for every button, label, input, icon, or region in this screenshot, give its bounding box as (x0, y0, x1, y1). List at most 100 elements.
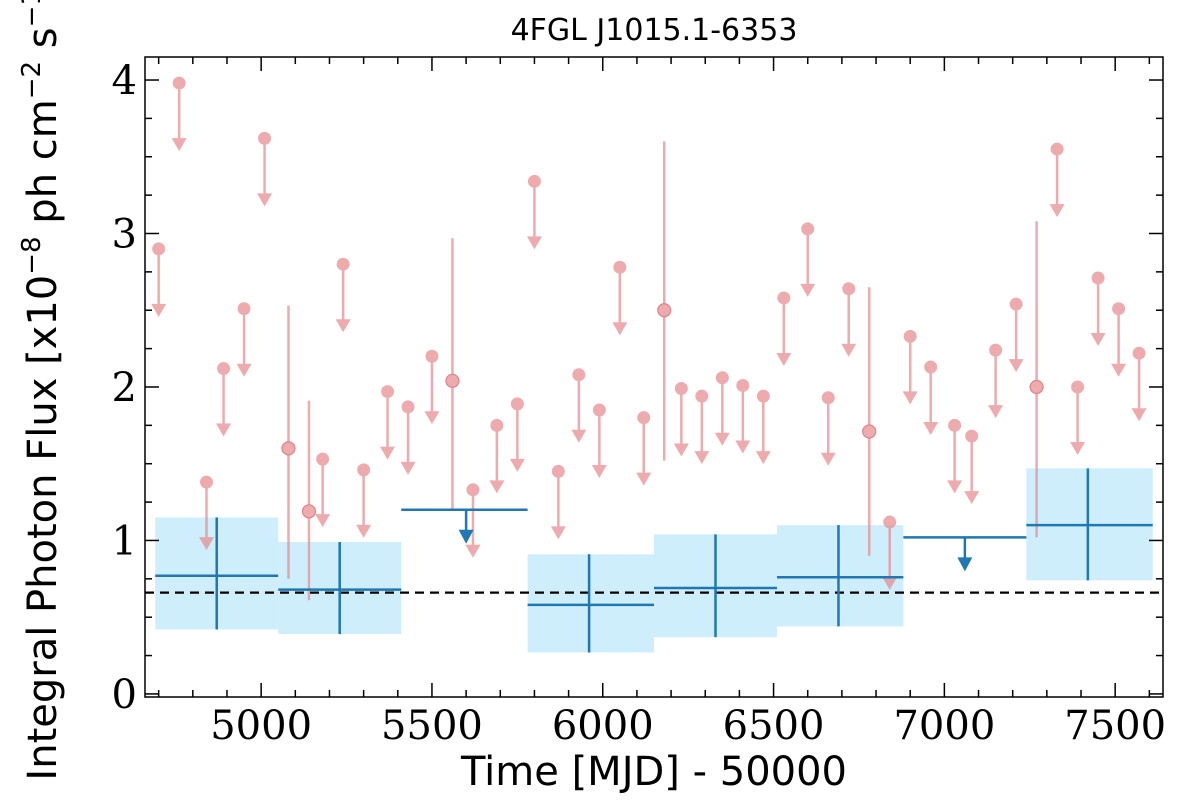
y-tick-label: 1 (112, 518, 137, 564)
short-bin-upper-limit (988, 343, 1004, 419)
upper-limit-marker (217, 362, 231, 376)
short-bin-detection (445, 238, 460, 510)
upper-limit-arrowhead (1131, 408, 1147, 422)
upper-limit-marker (777, 291, 791, 305)
upper-limit-arrowhead (988, 405, 1004, 419)
upper-limit-arrowhead (356, 524, 372, 538)
detection-marker (301, 504, 317, 519)
detection-marker (281, 441, 296, 456)
upper-limit-arrowhead (171, 138, 187, 152)
upper-limit-marker (801, 222, 815, 236)
upper-limit-marker (989, 343, 1003, 357)
long-bin-upper-limit (903, 536, 1027, 572)
upper-limit-arrowhead (800, 283, 816, 297)
upper-limit-arrowhead (714, 432, 730, 446)
upper-limit-arrowhead (571, 429, 587, 443)
upper-limit-arrowhead (424, 411, 440, 425)
long-bin-detection (654, 534, 777, 638)
upper-limit-marker (965, 429, 979, 443)
upper-limit-marker (401, 400, 415, 414)
short-bin-upper-limit (1090, 271, 1106, 347)
upper-limit-marker (336, 257, 350, 271)
long-bin-detection (776, 525, 904, 627)
upper-limit-arrowhead (315, 514, 331, 528)
short-bin-detection (657, 141, 672, 461)
detection-marker (1029, 379, 1044, 395)
long-bin-upper-limit (401, 508, 528, 544)
upper-limit-marker (821, 391, 835, 405)
upper-limit-marker (695, 389, 709, 403)
short-bin-upper-limit (755, 389, 771, 465)
short-bin-upper-limit (380, 385, 396, 460)
upper-limit-marker (237, 302, 251, 316)
x-tick-label: 6000 (552, 703, 654, 749)
short-bin-upper-limit (1070, 380, 1086, 455)
x-tick-label: 6500 (723, 703, 825, 749)
upper-limit-marker (756, 389, 770, 403)
short-bin-upper-limit (1049, 142, 1065, 218)
short-bin-upper-limit (612, 260, 628, 336)
upper-limit-marker (316, 452, 330, 466)
short-bin-upper-limit (735, 378, 751, 454)
upper-limit-marker (924, 360, 938, 374)
short-bin-upper-limit (171, 76, 187, 152)
short-bin-upper-limit (1008, 297, 1024, 373)
upper-limit-arrowhead (335, 319, 351, 333)
short-bin-detection (281, 305, 296, 579)
short-bin-upper-limit (216, 362, 232, 437)
short-bin-upper-limit (236, 302, 252, 377)
upper-limit-marker (490, 418, 504, 432)
short-bin-upper-limit (356, 463, 372, 538)
y-tick-label: 4 (112, 58, 137, 104)
short-bin-upper-limit (489, 418, 505, 494)
upper-limit-marker (466, 483, 480, 497)
upper-limit-marker (425, 349, 439, 363)
upper-limit-marker (1091, 271, 1105, 285)
upper-limit-arrowhead (1090, 333, 1106, 347)
upper-limit-arrowhead (1008, 359, 1024, 373)
upper-limit-marker (381, 385, 395, 399)
short-bin-upper-limit (571, 368, 587, 443)
short-bin-upper-limit (151, 242, 167, 317)
short-bin-upper-limit (465, 483, 481, 558)
short-bin-upper-limit (509, 397, 525, 472)
short-bin-upper-limit (923, 360, 939, 436)
upper-limit-arrowhead (198, 537, 214, 551)
upper-limit-arrowhead (902, 391, 918, 405)
long-bin-error-bands (155, 468, 1153, 653)
upper-limit-marker (510, 397, 524, 411)
short-bin-upper-limit (902, 329, 918, 405)
chart-title: 4FGL J1015.1-6353 (511, 13, 798, 48)
upper-limit-arrowhead (947, 480, 963, 494)
short-bin-detection (1029, 221, 1044, 538)
upper-limit-arrowhead (216, 423, 232, 437)
upper-limit-arrowhead (612, 322, 628, 336)
upper-limit-arrowhead (1070, 441, 1086, 455)
upper-limit-arrowhead (841, 343, 857, 357)
short-bin-upper-limit (198, 475, 214, 551)
axis-ticks: 5000 5500 6000 6500 7000 7500 0 1 2 3 4 (112, 57, 1166, 749)
upper-limit-marker (1009, 297, 1023, 311)
upper-limit-arrowhead (636, 472, 652, 486)
y-axis-title-sup3: −1 (17, 0, 47, 27)
short-bin-detection (862, 287, 877, 556)
upper-limit-marker (172, 76, 186, 90)
upper-limit-arrowhead (755, 451, 771, 465)
upper-limit-marker (1050, 142, 1064, 156)
short-bin-upper-limit (882, 515, 898, 591)
y-axis-title-part2: ph cm (20, 99, 66, 236)
short-bin-upper-limit (424, 349, 440, 425)
upper-limit-arrowhead (820, 452, 836, 466)
upper-limit-marker (842, 282, 856, 296)
x-tick-label: 5500 (381, 703, 483, 749)
upper-limit-arrowhead (882, 577, 898, 591)
upper-limit-arrowhead (1049, 204, 1065, 218)
short-bin-upper-limit (636, 411, 652, 486)
x-axis-title: Time [MJD] - 50000 (460, 749, 847, 795)
short-bin-upper-limit (400, 400, 416, 475)
upper-limit-marker (527, 174, 541, 188)
y-tick-label: 0 (112, 672, 137, 718)
detection-marker (862, 424, 877, 439)
short-bin-upper-limit (1131, 346, 1147, 422)
